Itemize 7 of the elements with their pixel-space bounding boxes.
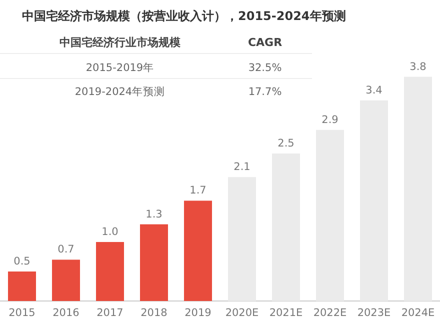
annotation: 17.7% xyxy=(248,86,282,98)
annotation: 2015-2019年 xyxy=(86,62,154,74)
annotation: 32.5% xyxy=(248,62,282,74)
annotation: 中国宅经济行业市场规模 xyxy=(60,36,180,49)
title: 中国宅经济市场规模（按营业收入计），2015-2024年预测 xyxy=(22,9,346,23)
annotation: 2019-2024年预测 xyxy=(74,86,166,98)
annotation: CAGR xyxy=(248,36,282,49)
